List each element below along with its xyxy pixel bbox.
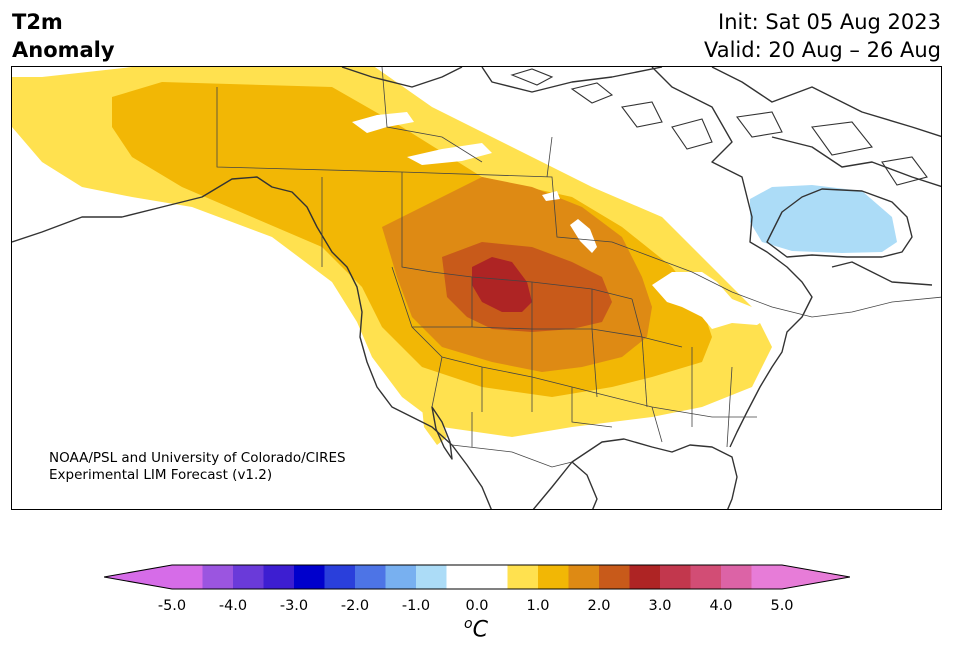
colorbar-segment	[690, 565, 722, 589]
colorbar-segment	[324, 565, 356, 589]
colorbar-tick-label: -4.0	[218, 598, 248, 614]
colorbar-extend-max	[782, 565, 850, 589]
colorbar-segment	[294, 565, 325, 589]
forecast-dates: Init: Sat 05 Aug 2023 Valid: 20 Aug – 26…	[704, 8, 941, 64]
init-date: Init: Sat 05 Aug 2023	[718, 10, 941, 34]
credit-line-1: NOAA/PSL and University of Colorado/CIRE…	[49, 450, 346, 466]
coastlines	[12, 67, 941, 509]
colorbar-segment	[568, 565, 600, 589]
anomaly-fill-2-5	[472, 257, 532, 312]
great-bear-lake	[352, 112, 414, 133]
colorbar-extend-min	[104, 565, 172, 589]
colorbar-segment	[721, 565, 752, 589]
colorbar-segment	[751, 565, 783, 589]
title-line-1: T2m	[12, 10, 63, 34]
arctic-islands	[510, 68, 928, 186]
map-title: T2m Anomaly	[12, 8, 115, 64]
colorbar-tick-label: 3.0	[648, 598, 672, 614]
lake-athabasca	[542, 191, 560, 201]
colorbar-segment	[202, 565, 234, 589]
great-slave-lake	[407, 143, 492, 165]
colorbar-segment	[629, 565, 661, 589]
colorbar-tick-label: 4.0	[709, 598, 733, 614]
credit-line-2: Experimental LIM Forecast (v1.2)	[49, 467, 273, 483]
colorbar-segment	[263, 565, 295, 589]
colorbar-segment	[477, 565, 508, 589]
colorbar-tick-label: -2.0	[340, 598, 370, 614]
political-boundaries	[216, 67, 941, 468]
colorbar	[104, 564, 850, 590]
anomaly-fill-neg-1-0	[750, 185, 897, 253]
colorbar-tick-label: -1.0	[401, 598, 431, 614]
colorbar-segment	[660, 565, 691, 589]
colorbar-segment	[233, 565, 264, 589]
anomaly-map	[12, 67, 941, 509]
colorbar-segment	[507, 565, 539, 589]
unit-letter: C	[472, 617, 488, 643]
colorbar-segment	[355, 565, 386, 589]
colorbar-tick-label: -5.0	[157, 598, 187, 614]
colorbar-tick-label: 1.0	[526, 598, 550, 614]
map-panel	[11, 66, 942, 510]
colorbar-tick-label: 2.0	[587, 598, 611, 614]
colorbar-segment	[599, 565, 630, 589]
forecast-credit: NOAA/PSL and University of Colorado/CIRE…	[49, 450, 346, 484]
great-lakes	[652, 272, 772, 329]
title-line-2: Anomaly	[12, 38, 115, 62]
colorbar-segment	[538, 565, 569, 589]
colorbar-segments	[172, 565, 783, 589]
lake-winnipeg	[570, 219, 597, 253]
colorbar-segment	[385, 565, 417, 589]
colorbar-unit: oC	[464, 616, 488, 642]
unit-superscript: o	[464, 616, 473, 632]
colorbar-tick-label: 5.0	[770, 598, 794, 614]
colorbar-tick-label: -3.0	[279, 598, 309, 614]
colorbar-tick-label: 0.0	[465, 598, 489, 614]
colorbar-outline	[104, 564, 850, 590]
colorbar-segment	[416, 565, 447, 589]
colorbar-segment	[446, 565, 478, 589]
colorbar-segment	[172, 565, 203, 589]
valid-range: Valid: 20 Aug – 26 Aug	[703, 38, 941, 62]
